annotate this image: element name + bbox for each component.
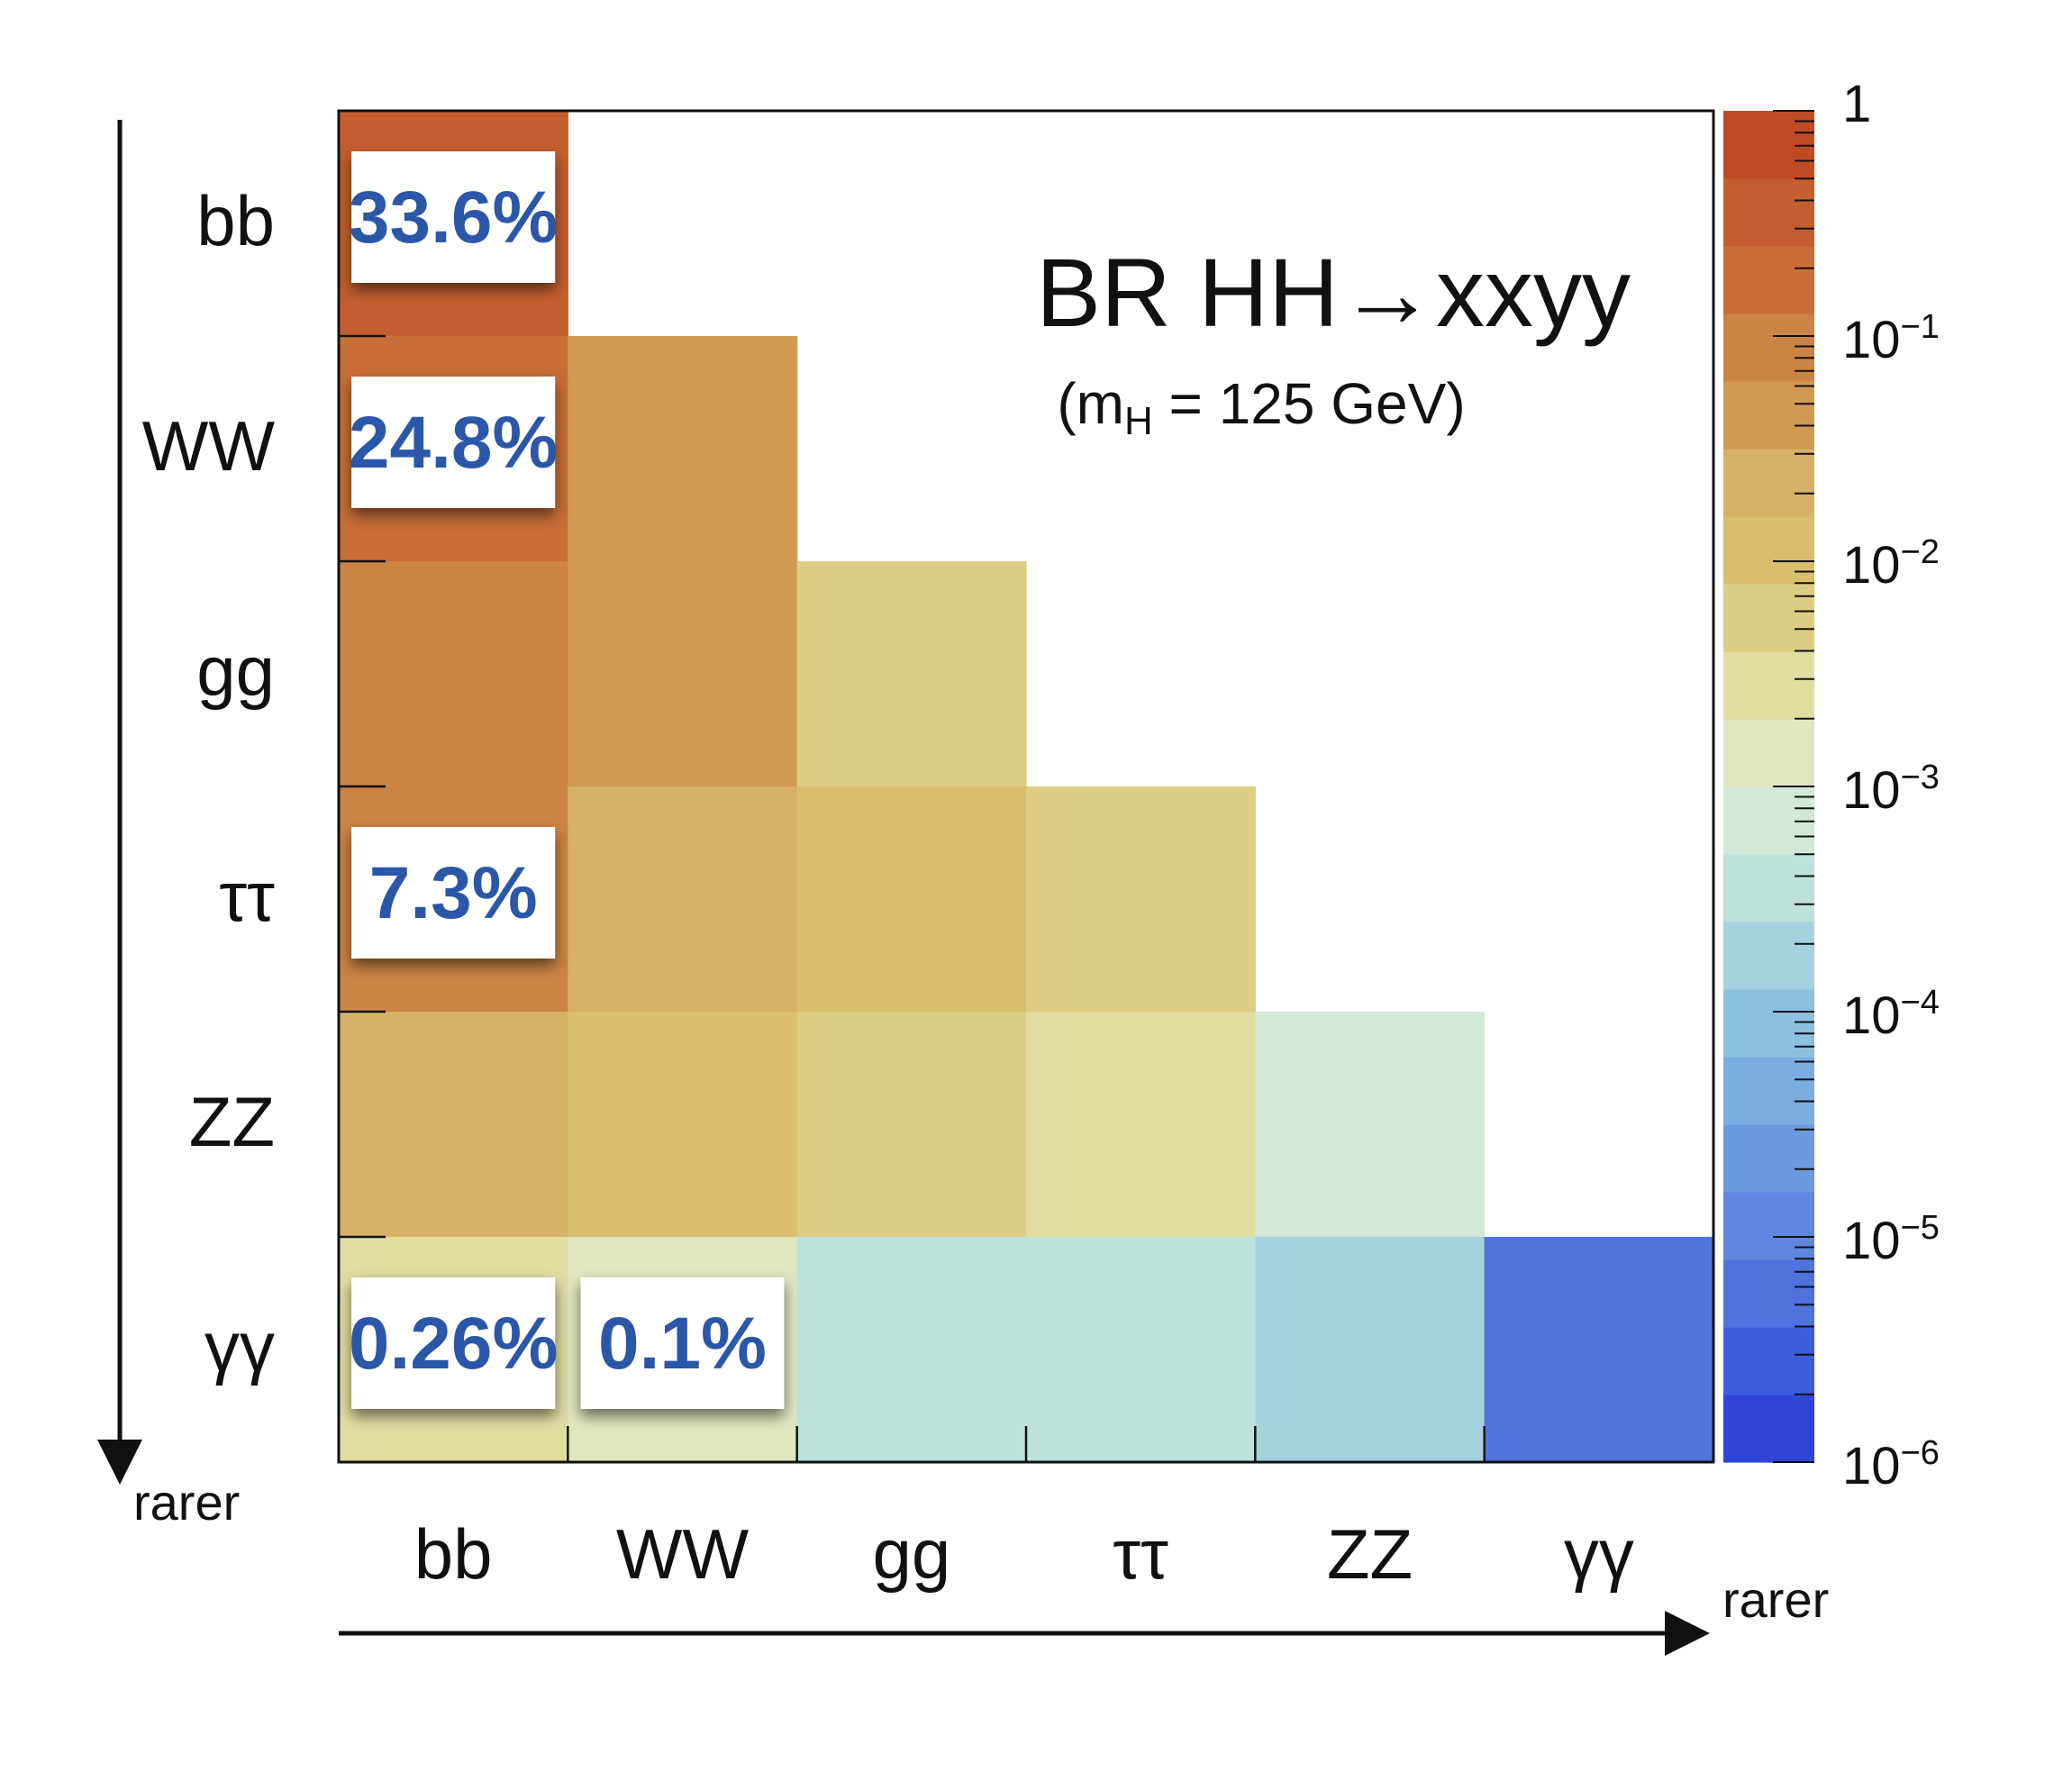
cell-5-4: [1255, 1237, 1486, 1463]
pct-box: [580, 1277, 785, 1409]
pct-value: 24.8%: [349, 402, 559, 484]
cell-2-2: [796, 561, 1027, 787]
cell-4-2: [796, 1012, 1027, 1238]
pct-label-0: 33.6%: [349, 151, 559, 283]
colorbar-band-15: [1723, 381, 1814, 450]
col-label-0: bb: [414, 1514, 493, 1594]
pct-box: [351, 377, 556, 508]
colorbar-band-12: [1723, 584, 1814, 652]
pct-label-3: 0.26%: [349, 1277, 559, 1409]
chart-subtitle: (mH = 125 GeV): [1057, 371, 1465, 443]
colorbar-label-4: 10−4: [1842, 984, 1940, 1045]
colorbar-band-14: [1723, 449, 1814, 517]
cell-5-5: [1484, 1237, 1714, 1463]
row-label-0: bb: [196, 181, 275, 260]
cell-4-4: [1255, 1012, 1486, 1238]
row-label-3: ττ: [219, 857, 275, 936]
colorbar-band-18: [1723, 178, 1814, 247]
colorbar-band-7: [1723, 922, 1814, 990]
colorbar-band-5: [1723, 1057, 1814, 1125]
rarity-arrows: [97, 120, 1710, 1656]
colorbar-band-2: [1723, 1259, 1814, 1328]
pct-value: 0.26%: [349, 1303, 559, 1385]
heatmap-cells: [339, 111, 1714, 1463]
chart-title: BR HH→xxyy: [1036, 238, 1631, 347]
colorbar-band-13: [1723, 516, 1814, 585]
pct-box: [351, 1277, 556, 1409]
col-axis-label: rarer: [1722, 1571, 1829, 1628]
cell-3-2: [796, 786, 1027, 1013]
pct-value: 7.3%: [369, 852, 538, 934]
colorbar-band-8: [1723, 854, 1814, 922]
colorbar-band-0: [1723, 1395, 1814, 1463]
cell-1-1: [568, 336, 798, 562]
pct-box: [351, 151, 556, 283]
colorbar-band-4: [1723, 1124, 1814, 1193]
colorbar-band-1: [1723, 1327, 1814, 1395]
plot-frame: [337, 109, 1715, 1464]
colorbar-label-2: 10−2: [1842, 533, 1940, 595]
cell-4-1: [568, 1012, 798, 1238]
colorbar: 1 10−1 10−2 10−3 10−4 10−5 10−6: [1723, 75, 1940, 1495]
pct-value: 0.1%: [598, 1303, 767, 1385]
colorbar-label-3: 10−3: [1842, 759, 1940, 820]
col-label-3: ττ: [1113, 1514, 1168, 1594]
col-label-1: WW: [616, 1514, 750, 1594]
row-label-1: WW: [142, 406, 276, 486]
row-axis-label: rarer: [133, 1474, 240, 1531]
colorbar-band-17: [1723, 246, 1814, 314]
row-label-2: gg: [196, 632, 275, 711]
colorbar-label-1: 10−1: [1842, 308, 1940, 369]
pct-label-2: 7.3%: [351, 827, 556, 959]
pct-box: [351, 827, 556, 959]
colorbar-label-5: 10−5: [1842, 1209, 1940, 1270]
cell-2-0: [339, 561, 568, 787]
pct-value: 33.6%: [349, 177, 559, 259]
colorbar-band-3: [1723, 1192, 1814, 1260]
cell-5-2: [796, 1237, 1027, 1463]
cell-5-3: [1026, 1237, 1256, 1463]
col-label-5: γγ: [1564, 1514, 1634, 1594]
col-label-4: ZZ: [1327, 1514, 1413, 1594]
row-channel-labels: bb WW gg ττ ZZ γγ: [142, 181, 276, 1386]
col-label-2: gg: [872, 1514, 950, 1594]
cell-4-3: [1026, 1012, 1256, 1238]
row-label-5: γγ: [204, 1307, 275, 1386]
pct-label-1: 24.8%: [349, 377, 559, 508]
column-channel-labels: bb WW gg ττ ZZ γγ: [414, 1514, 1634, 1594]
cell-2-1: [568, 561, 798, 787]
pct-label-4: 0.1%: [580, 1277, 785, 1409]
colorbar-label-6: 10−6: [1842, 1434, 1940, 1495]
row-label-4: ZZ: [189, 1082, 275, 1161]
cell-3-1: [568, 786, 798, 1013]
colorbar-band-11: [1723, 651, 1814, 720]
cell-3-3: [1026, 786, 1256, 1013]
percentage-labels: 33.6% 24.8% 7.3% 0.26% 0.1%: [349, 151, 785, 1409]
cell-4-0: [339, 1012, 568, 1238]
colorbar-band-10: [1723, 719, 1814, 787]
colorbar-label-0: 1: [1842, 75, 1871, 133]
